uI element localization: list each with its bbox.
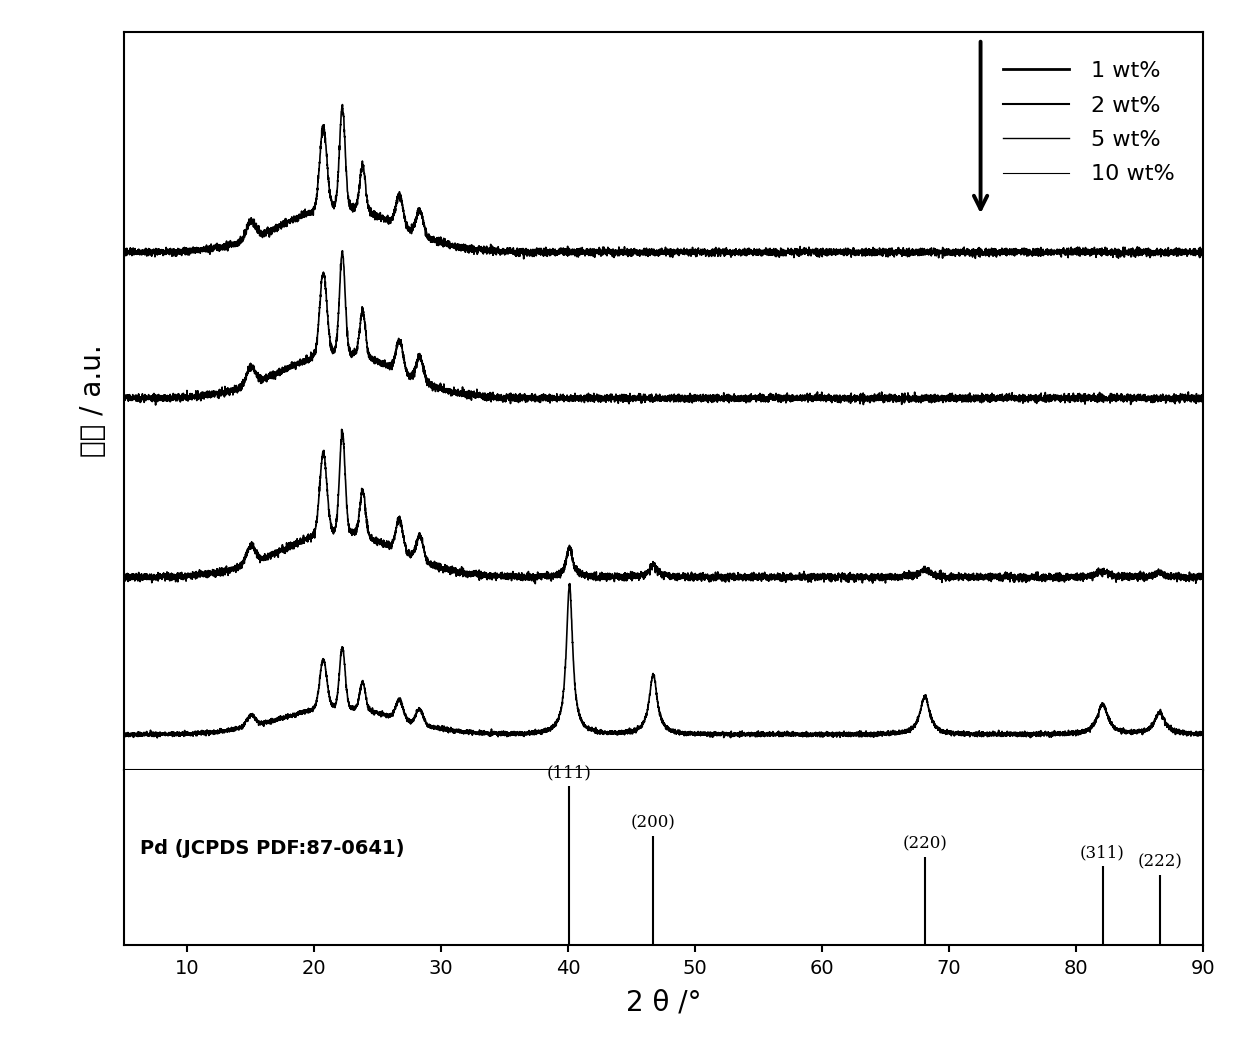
Text: Pd (JCPDS PDF:87-0641): Pd (JCPDS PDF:87-0641)	[140, 839, 404, 859]
X-axis label: 2 θ /°: 2 θ /°	[626, 989, 701, 1017]
Text: (311): (311)	[1080, 844, 1125, 861]
Y-axis label: 强度 / a.u.: 强度 / a.u.	[79, 344, 108, 458]
Text: (222): (222)	[1137, 854, 1182, 870]
Legend: 1 wt%, 2 wt%, 5 wt%, 10 wt%: 1 wt%, 2 wt%, 5 wt%, 10 wt%	[992, 50, 1187, 195]
Text: (111): (111)	[547, 764, 591, 781]
Text: (220): (220)	[903, 836, 947, 853]
Text: (200): (200)	[631, 814, 676, 832]
